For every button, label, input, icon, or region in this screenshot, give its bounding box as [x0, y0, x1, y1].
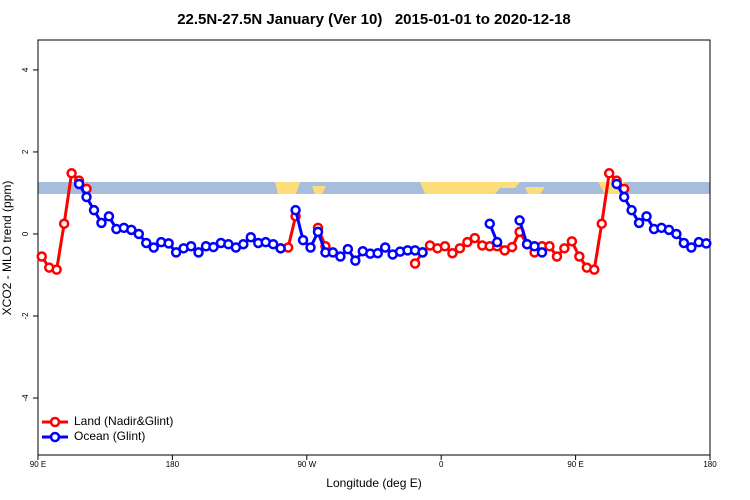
y-axis-label: XCO2 - MLO trend (ppm) — [0, 181, 14, 316]
point — [208, 241, 219, 253]
point — [559, 243, 570, 254]
point — [454, 243, 466, 254]
point — [66, 168, 77, 179]
point — [596, 218, 607, 229]
y-tick-label: -2 — [21, 312, 30, 320]
point — [58, 218, 70, 229]
legend-label: Land (Nadir&Glint) — [74, 414, 173, 428]
point — [193, 247, 204, 258]
point — [297, 234, 309, 246]
point — [312, 226, 324, 238]
x-tick-label: 180 — [166, 460, 180, 469]
point — [73, 178, 85, 190]
point — [566, 236, 578, 247]
point — [379, 242, 391, 253]
point — [96, 217, 107, 229]
y-tick-label: -4 — [21, 394, 30, 402]
point — [148, 242, 159, 253]
point — [335, 251, 346, 262]
x-tick-label: 180 — [703, 460, 717, 469]
point — [462, 236, 473, 248]
point — [275, 243, 286, 254]
point — [327, 247, 339, 258]
point — [506, 241, 518, 253]
x-axis-label: Longitude (deg E) — [326, 476, 421, 490]
point — [88, 204, 100, 216]
point — [536, 247, 548, 258]
point — [551, 251, 563, 262]
point — [103, 211, 115, 222]
point — [245, 231, 257, 243]
point — [678, 237, 690, 249]
point — [544, 241, 555, 252]
point — [626, 204, 637, 216]
point — [342, 243, 354, 255]
point — [641, 211, 652, 222]
legend-marker — [49, 431, 61, 443]
point — [126, 224, 137, 236]
point — [491, 236, 503, 248]
point — [529, 241, 540, 252]
point — [633, 217, 645, 229]
point — [163, 238, 174, 249]
point — [185, 241, 197, 252]
plot-frame — [37, 39, 711, 456]
y-tick-label: 0 — [21, 231, 30, 236]
point — [290, 204, 301, 216]
point — [514, 215, 525, 226]
point — [133, 228, 145, 240]
point — [589, 264, 600, 275]
point — [439, 241, 451, 252]
point — [484, 218, 495, 229]
point — [417, 247, 428, 258]
point — [409, 258, 421, 269]
point — [603, 168, 615, 179]
point — [469, 232, 481, 244]
x-tick-label: 90 E — [30, 460, 46, 469]
point — [372, 247, 383, 259]
point — [170, 247, 182, 258]
point — [267, 238, 279, 250]
point — [447, 247, 458, 259]
map-strip — [38, 182, 710, 194]
point — [701, 238, 712, 249]
x-tick-label: 90 E — [567, 460, 583, 469]
point — [671, 228, 682, 240]
point — [618, 191, 630, 203]
point — [238, 238, 249, 250]
chart-title: 22.5N-27.5N January (Ver 10) 2015-01-01 … — [177, 11, 571, 28]
y-tick-label: 4 — [21, 67, 30, 72]
legend-marker — [49, 416, 61, 428]
point — [350, 255, 361, 266]
legend-label: Ocean (Glint) — [74, 429, 145, 443]
point — [663, 224, 675, 236]
point — [141, 237, 152, 249]
point — [574, 251, 585, 262]
point — [51, 264, 62, 275]
point — [686, 242, 697, 253]
x-tick-label: 0 — [439, 460, 444, 469]
point — [36, 251, 47, 262]
point — [81, 191, 92, 203]
y-tick-label: 2 — [21, 149, 30, 154]
point — [611, 178, 622, 190]
x-tick-label: 90 W — [297, 460, 316, 469]
point — [305, 242, 316, 253]
